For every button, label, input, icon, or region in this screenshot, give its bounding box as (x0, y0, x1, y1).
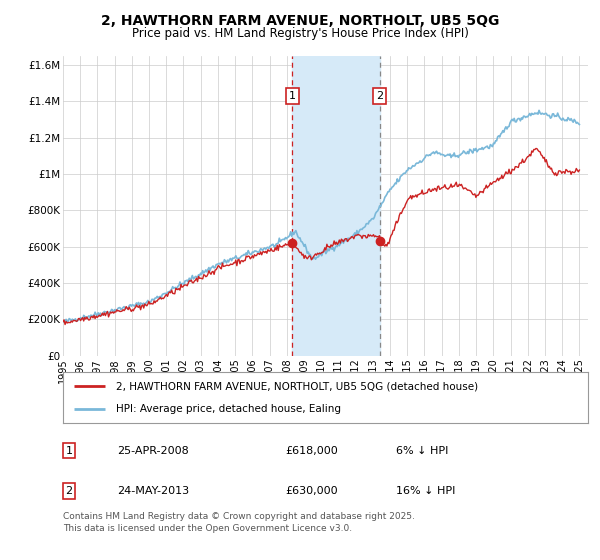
Text: £618,000: £618,000 (285, 446, 338, 456)
Text: 24-MAY-2013: 24-MAY-2013 (117, 486, 189, 496)
Text: HPI: Average price, detached house, Ealing: HPI: Average price, detached house, Eali… (115, 404, 341, 414)
Text: 16% ↓ HPI: 16% ↓ HPI (396, 486, 455, 496)
Text: 2, HAWTHORN FARM AVENUE, NORTHOLT, UB5 5QG (detached house): 2, HAWTHORN FARM AVENUE, NORTHOLT, UB5 5… (115, 381, 478, 391)
Text: Price paid vs. HM Land Registry's House Price Index (HPI): Price paid vs. HM Land Registry's House … (131, 27, 469, 40)
Text: 1: 1 (65, 446, 73, 456)
Text: 2: 2 (65, 486, 73, 496)
Text: £630,000: £630,000 (285, 486, 338, 496)
Text: 2: 2 (376, 91, 383, 101)
Text: 2, HAWTHORN FARM AVENUE, NORTHOLT, UB5 5QG: 2, HAWTHORN FARM AVENUE, NORTHOLT, UB5 5… (101, 14, 499, 28)
Text: 25-APR-2008: 25-APR-2008 (117, 446, 189, 456)
Text: 6% ↓ HPI: 6% ↓ HPI (396, 446, 448, 456)
Text: Contains HM Land Registry data © Crown copyright and database right 2025.
This d: Contains HM Land Registry data © Crown c… (63, 512, 415, 533)
Text: 1: 1 (289, 91, 296, 101)
Bar (292, 56, 380, 356)
